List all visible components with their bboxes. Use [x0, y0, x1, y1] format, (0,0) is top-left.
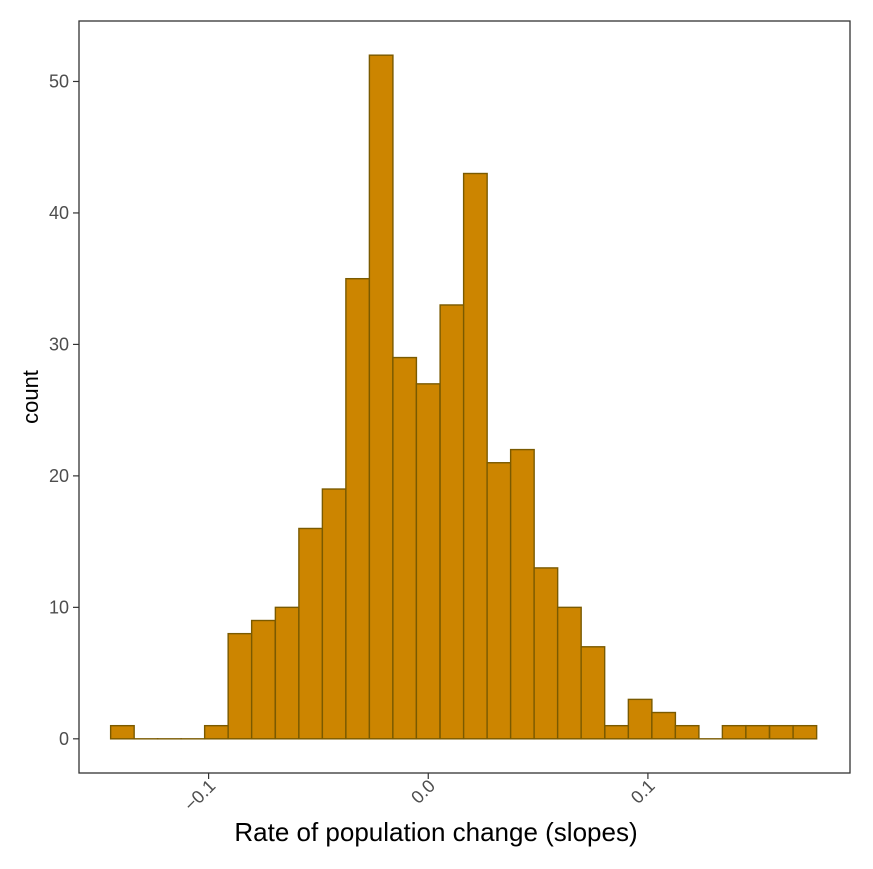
- histogram-bar: [745, 724, 771, 740]
- x-axis-title: Rate of population change (slopes): [234, 817, 637, 847]
- histogram-bar: [792, 724, 818, 740]
- histogram-bar: [651, 711, 677, 740]
- histogram-bar: [345, 277, 371, 740]
- histogram-bar: [274, 606, 300, 740]
- histogram-bar: [721, 724, 747, 740]
- histogram-bar: [368, 54, 394, 740]
- x-tick-label: 0.0: [407, 776, 439, 808]
- histogram-bar: [674, 724, 700, 740]
- y-tick-label: 0: [59, 729, 69, 749]
- x-tick-label: 0.1: [627, 776, 659, 808]
- histogram-bar: [321, 488, 347, 740]
- histogram-bar: [439, 304, 465, 740]
- histogram-bar: [227, 632, 253, 740]
- x-tick-label: −0.1: [180, 776, 219, 815]
- histogram-bar: [250, 619, 276, 740]
- histogram-bar: [486, 462, 512, 740]
- y-axis-ticks: 0 10 20 30 40 50: [49, 71, 79, 749]
- histogram-bar: [580, 646, 606, 740]
- histogram-bar: [203, 724, 229, 740]
- histogram-bar: [556, 606, 582, 740]
- histogram-bar: [604, 724, 630, 740]
- x-axis-ticks: −0.1 0.0 0.1: [180, 773, 659, 815]
- histogram-bar: [768, 724, 794, 740]
- histogram-bar: [533, 567, 559, 740]
- y-axis-title: count: [18, 370, 43, 424]
- y-tick-label: 10: [49, 597, 69, 617]
- y-tick-label: 40: [49, 203, 69, 223]
- histogram-bar: [298, 527, 324, 740]
- histogram-bar: [509, 448, 535, 740]
- histogram-bars: [109, 54, 818, 740]
- y-tick-label: 20: [49, 466, 69, 486]
- histogram-bar: [392, 356, 418, 740]
- y-tick-label: 30: [49, 334, 69, 354]
- histogram-bar: [109, 724, 135, 740]
- y-tick-label: 50: [49, 71, 69, 91]
- histogram-bar: [462, 172, 488, 740]
- histogram-bar: [415, 383, 441, 740]
- histogram-bar: [627, 698, 653, 740]
